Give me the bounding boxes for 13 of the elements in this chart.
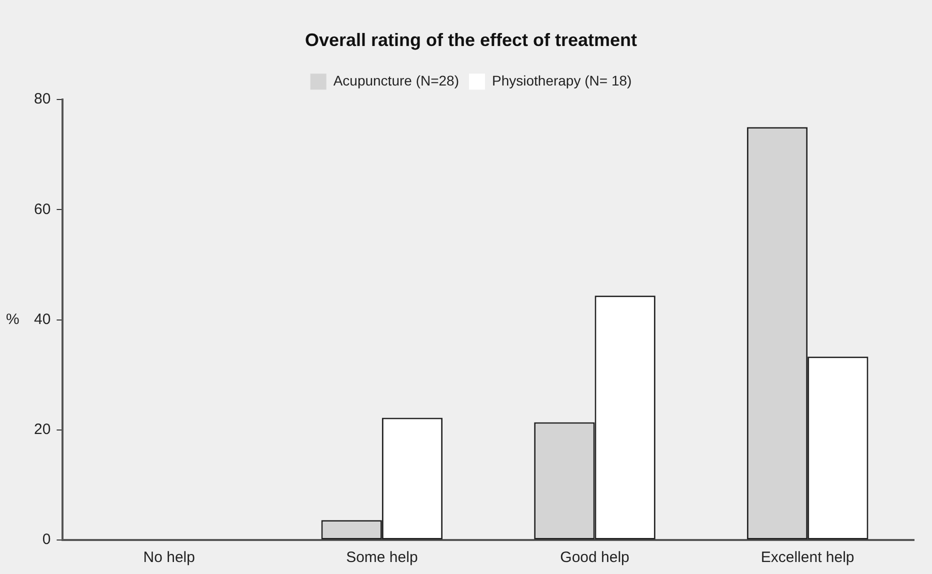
y-axis-title: %: [6, 310, 20, 328]
y-tick-label: 40: [34, 310, 51, 328]
legend-label: Physiotherapy (N= 18): [492, 72, 632, 88]
x-tick-label: Good help: [560, 549, 630, 566]
x-tick-label: Excellent help: [760, 549, 854, 566]
x-tick-label: No help: [143, 549, 195, 566]
legend-label: Acupuncture (N=28): [333, 72, 460, 88]
y-tick-label: 20: [34, 421, 51, 438]
y-tick-label: 60: [34, 200, 51, 218]
chart-title: Overall rating of the effect of treatment: [304, 30, 638, 50]
y-tick-label: 0: [42, 531, 51, 548]
y-tick-label: 80: [34, 90, 51, 108]
x-tick-label: Some help: [346, 549, 418, 566]
